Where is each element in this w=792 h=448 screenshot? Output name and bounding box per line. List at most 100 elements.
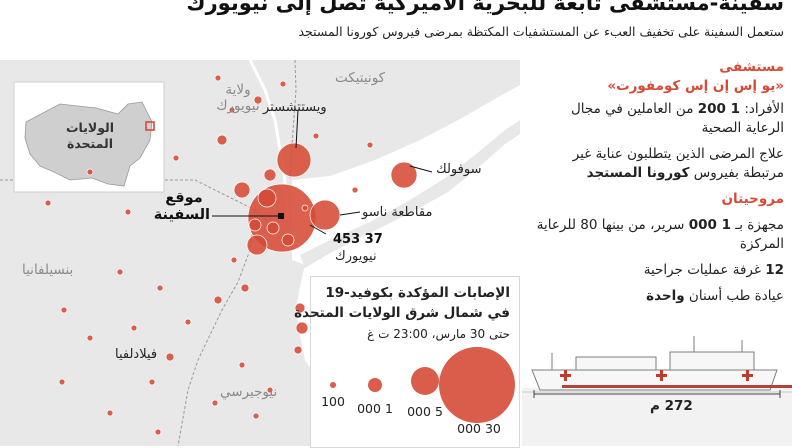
square-marker-icon — [278, 213, 284, 219]
legend-date: حتى 30 مارس، 23:00 ت غ — [367, 327, 510, 341]
case-bubble — [106, 409, 114, 417]
case-bubble — [266, 221, 280, 235]
long-island — [300, 120, 520, 268]
westchester-leader — [295, 109, 299, 149]
panel-beds: مجهزة بـ 1 000 سرير، من بينها 80 للرعاية… — [534, 216, 784, 254]
crew-prefix: الأفراد: — [740, 101, 784, 117]
case-bubble — [253, 95, 263, 105]
case-bubble — [257, 188, 277, 208]
case-bubble — [266, 386, 274, 394]
panel-crew: الأفراد: 1 200 من العاملين في مجال الرعا… — [534, 100, 784, 138]
legend-circle — [439, 347, 515, 423]
case-bubble — [279, 80, 287, 88]
case-bubble — [184, 318, 192, 326]
case-bubble — [165, 352, 175, 362]
case-bubble — [281, 233, 295, 247]
inset-label-line2: المتحدة — [66, 136, 114, 151]
case-bubble — [233, 181, 251, 199]
case-bubble — [263, 168, 277, 182]
legend-circle — [330, 382, 336, 388]
legend-size-label: 1 000 — [357, 401, 393, 416]
dental-bold: واحدة — [646, 288, 685, 304]
page-title: سفينة-مستشفى تابعة للبحرية الأميركية تصل… — [186, 0, 784, 15]
legend-circle — [411, 367, 439, 395]
case-bubble — [58, 378, 66, 386]
case-bubble — [276, 142, 312, 178]
case-bubble — [124, 208, 132, 216]
case-bubble — [86, 334, 94, 342]
nassau-leader — [339, 211, 361, 216]
case-bubble — [44, 199, 52, 207]
red-cross-icon — [560, 370, 753, 381]
state-new-jersey: نيوجيرسي — [220, 384, 278, 400]
label-westchester: ويستتشستر — [263, 100, 327, 115]
page-subtitle: ستعمل السفينة على تخفيف العبء عن المستشف… — [298, 24, 784, 39]
case-bubble — [172, 154, 180, 162]
case-bubbles — [44, 74, 418, 436]
state-new-york: ولاية نيويورك — [203, 82, 273, 114]
panel-treatment: علاج المرضى الذين يتطلبون عناية غير مرتب… — [534, 145, 784, 183]
map-graphic — [0, 60, 520, 446]
case-bubble — [148, 378, 156, 386]
legend-size-label: 100 — [321, 394, 345, 409]
dental-prefix: عيادة طب أسنان — [684, 288, 784, 304]
case-bubble — [240, 283, 250, 293]
ship-length: 272 م — [650, 398, 693, 414]
label-new-york: نيويورك — [335, 249, 377, 264]
case-bubble — [252, 412, 260, 420]
case-bubble — [312, 132, 320, 140]
nyc-cases-value: 37 453 — [333, 232, 383, 247]
inset-highlight-marker — [145, 121, 155, 131]
state-connecticut: كونيتيكت — [335, 70, 386, 86]
case-bubble — [116, 268, 124, 276]
legend: الإصابات المؤكدة بكوفيد-19 في شمال شرق ا… — [294, 276, 520, 448]
ship-location-line1: موقع — [165, 190, 203, 206]
case-bubble — [293, 345, 303, 355]
crew-value: 1 200 — [697, 101, 741, 117]
nyc-leader — [309, 224, 327, 235]
case-bubble — [390, 161, 418, 189]
legend-size-label: 30 000 — [457, 421, 501, 436]
case-bubble — [309, 199, 341, 231]
suffolk-leader — [409, 165, 433, 173]
ship-superstructure-aft — [575, 356, 657, 371]
ny-state-line2: نيويورك — [216, 98, 260, 114]
case-bubble — [230, 256, 238, 264]
ship-info-panel: مستشفى «يو إس إن إس كومفورت» الأفراد: 1 … — [534, 58, 784, 313]
legend-size-label: 5 000 — [407, 404, 443, 419]
usa-inset-shape — [24, 101, 153, 187]
panel-heading-line2: «يو إس إن إس كومفورت» — [607, 78, 784, 94]
panel-equipped-heading: مروحيتان — [721, 191, 785, 207]
case-bubble — [60, 306, 68, 314]
panel-dental: عيادة طب أسنان واحدة — [534, 287, 784, 306]
inset-country-label: الولايات المتحدة — [52, 120, 128, 152]
case-bubble — [211, 399, 219, 407]
label-suffolk: سوفولك — [436, 162, 482, 177]
treat-bold: كورونا المستجد — [586, 165, 690, 181]
beds-prefix: مجهزة بـ — [731, 217, 784, 233]
ship-location-line2: السفينة — [153, 207, 210, 223]
case-bubble — [214, 74, 222, 82]
legend-size-key: 100 1 000 5 000 30 000 — [321, 347, 515, 436]
case-bubble — [246, 234, 268, 256]
crew-suffix: من العاملين في مجال الرعاية الصحية — [570, 101, 784, 136]
panel-heading: مستشفى «يو إس إن إس كومفورت» — [534, 58, 784, 96]
label-philadelphia: فيلادلفيا — [115, 347, 158, 362]
case-bubble — [130, 324, 138, 332]
panel-operating-rooms: 12 غرفة عمليات جراحية — [534, 261, 784, 280]
case-bubble — [238, 361, 246, 369]
inset-label-line1: الولايات — [65, 120, 115, 135]
panel-heading-line1: مستشفى — [719, 59, 784, 75]
beds-value: 1 000 — [688, 217, 731, 233]
legend-title-line2: في شمال شرق الولايات المتحدة — [294, 305, 510, 321]
case-bubble — [216, 134, 228, 146]
label-nassau: مقاطعة ناسو — [362, 205, 433, 220]
case-bubble — [301, 204, 309, 212]
ship-waterline — [562, 385, 792, 388]
treat-text: علاج المرضى الذين يتطلبون عناية غير مرتب… — [572, 146, 784, 181]
case-bubble — [213, 295, 223, 305]
map: الولايات المتحدة كونيتيكت ولاية نيويورك … — [0, 60, 520, 446]
case-bubble — [294, 302, 306, 314]
ny-state-line1: ولاية — [225, 82, 251, 98]
state-pennsylvania: بنسيلفانيا — [22, 262, 74, 278]
